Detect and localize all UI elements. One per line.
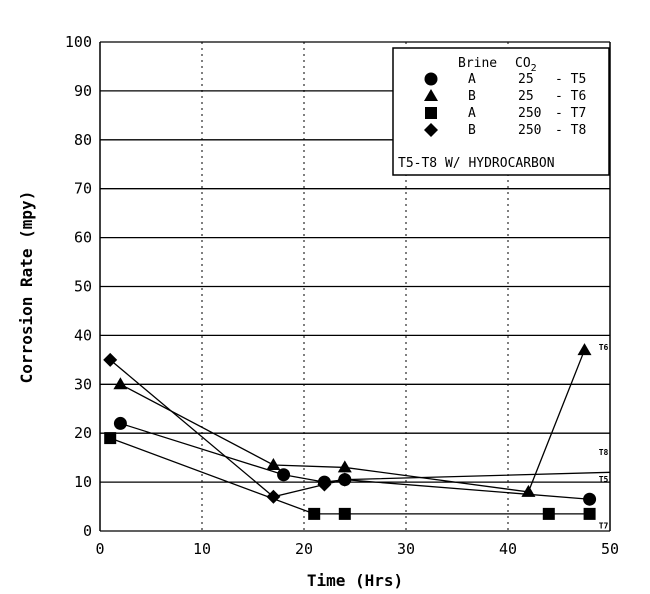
- data-point-T5: [277, 468, 291, 482]
- y-tick-label: 40: [74, 326, 92, 344]
- y-tick-label: 80: [74, 131, 92, 149]
- data-point-T7: [308, 507, 321, 520]
- data-point-T7: [104, 432, 117, 445]
- legend-co2: 25: [518, 72, 534, 87]
- data-point-T8: [103, 352, 118, 367]
- legend-brine: A: [468, 106, 476, 121]
- series-line-T5: [120, 422, 590, 500]
- y-tick-label: 0: [83, 522, 92, 540]
- legend-brine: B: [468, 89, 476, 104]
- legend-note: T5-T8 W/ HYDROCARBON: [398, 156, 555, 171]
- x-tick-label: 50: [601, 540, 619, 558]
- data-point-T6: [113, 377, 128, 390]
- y-tick-label: 70: [74, 180, 92, 198]
- legend-header-brine: Brine: [458, 56, 497, 71]
- legend-series-name: - T8: [555, 123, 586, 138]
- y-tick-label: 10: [74, 473, 92, 491]
- x-tick-label: 20: [295, 540, 313, 558]
- data-point-T6: [521, 484, 536, 497]
- legend-marker-T6: [424, 89, 438, 101]
- legend-co2: 250: [518, 123, 541, 138]
- data-point-T8: [337, 472, 352, 487]
- legend-marker-T5: [424, 72, 438, 86]
- legend-co2: 25: [518, 89, 534, 104]
- legend-brine: B: [468, 123, 476, 138]
- y-tick-label: 100: [65, 33, 92, 51]
- data-point-T5: [583, 492, 597, 506]
- data-point-T6: [577, 343, 592, 356]
- x-tick-label: 40: [499, 540, 517, 558]
- legend: Brine CO2 A 25 - T5 B 25 - T6 A 250 - T7 B 250 - T8…: [392, 47, 610, 176]
- y-tick-label: 30: [74, 375, 92, 393]
- x-axis-label: Time (Hrs): [307, 571, 403, 590]
- legend-co2: 250: [518, 106, 541, 121]
- y-tick-label: 20: [74, 424, 92, 442]
- data-point-T8: [317, 477, 332, 492]
- data-point-T7: [583, 507, 596, 520]
- y-tick-label: 90: [74, 82, 92, 100]
- x-tick-label: 30: [397, 540, 415, 558]
- y-tick-label: 60: [74, 229, 92, 247]
- data-point-T7: [338, 507, 351, 520]
- y-axis-label: Corrosion Rate (mpy): [17, 191, 36, 384]
- legend-marker-T7: [425, 107, 437, 119]
- series-end-label: T7: [599, 522, 609, 531]
- series-end-label: T5: [599, 475, 609, 484]
- legend-marker-T8: [424, 123, 438, 137]
- data-point-T5: [113, 416, 127, 430]
- data-point-T6: [266, 457, 281, 470]
- data-point-T8: [266, 489, 281, 504]
- legend-header-co2: CO2: [515, 56, 537, 74]
- series-end-label: T8: [599, 448, 609, 457]
- series-end-label: T6: [599, 343, 609, 352]
- x-tick-label: 10: [193, 540, 211, 558]
- y-tick-label: 50: [74, 278, 92, 296]
- legend-series-name: - T6: [555, 89, 586, 104]
- legend-brine: A: [468, 72, 476, 87]
- data-point-T7: [542, 507, 555, 520]
- series-line-T6: [120, 349, 586, 493]
- data-point-T6: [337, 460, 352, 473]
- legend-series-name: - T7: [555, 106, 586, 121]
- x-tick-label: 0: [95, 540, 104, 558]
- legend-series-name: - T5: [555, 72, 586, 87]
